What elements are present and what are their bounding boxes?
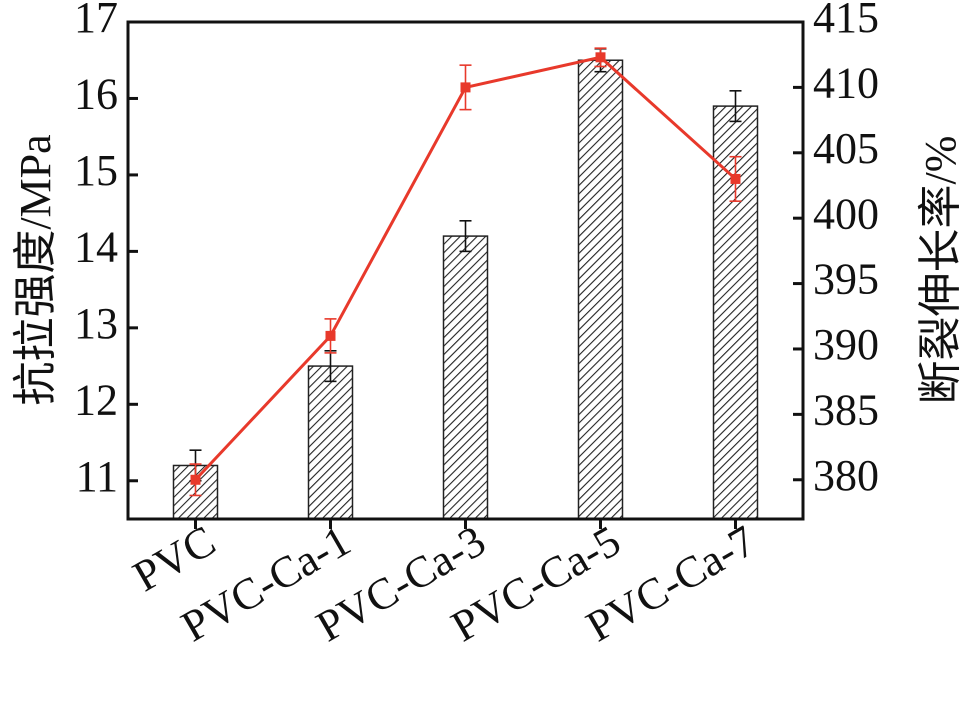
- error-bar: [324, 318, 337, 354]
- y2-tick-label: 405: [813, 124, 879, 173]
- y-tick-label: 14: [74, 222, 118, 271]
- bar: [442, 235, 489, 520]
- error-bar: [189, 463, 202, 497]
- error-bar: [594, 47, 607, 68]
- y2-tick-label: 385: [813, 385, 879, 434]
- y2-tick-label: 390: [813, 320, 879, 369]
- y2-tick-label: 380: [813, 451, 879, 500]
- bar: [577, 59, 624, 520]
- y2-tick-label: 400: [813, 189, 879, 238]
- error-bar: [729, 155, 742, 202]
- y-tick-label: 12: [74, 375, 118, 424]
- error-bar: [459, 64, 472, 111]
- y2-tick-label: 415: [813, 0, 879, 42]
- y-tick-label: 13: [74, 299, 118, 348]
- error-bar: [459, 220, 472, 253]
- bar: [307, 365, 354, 520]
- y-tick-label: 16: [74, 70, 118, 119]
- y-tick-label: 15: [74, 146, 118, 195]
- y-tick-label: 11: [76, 452, 118, 501]
- y-axis-label: 抗拉强度/MPa: [11, 134, 60, 405]
- y2-axis-label: 断裂伸长率/%: [916, 136, 965, 405]
- error-bar: [729, 90, 742, 123]
- y-tick-label: 17: [74, 0, 118, 42]
- y2-tick-label: 395: [813, 255, 879, 304]
- y2-tick-label: 410: [813, 58, 879, 107]
